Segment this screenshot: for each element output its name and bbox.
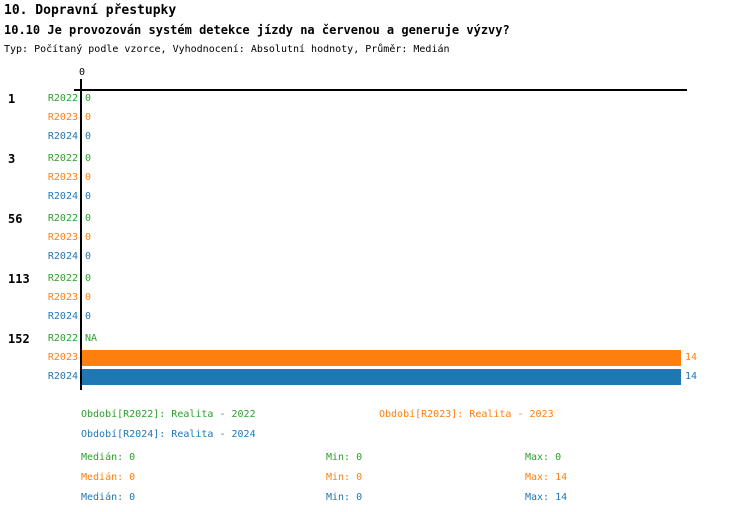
category-label: 3 [8,152,16,166]
value-label: 14 [685,371,698,382]
category-label: 152 [8,332,30,346]
series-label: R2024 [47,251,78,262]
value-bar [82,350,681,366]
category-label: 56 [8,212,23,226]
value-label: 0 [85,93,92,104]
series-label: R2023 [47,352,78,363]
value-label: NA [85,333,98,344]
series-label: R2024 [47,131,78,142]
stat-median-r2023: Medián: 0 [81,472,136,483]
stat-median-r2024: Medián: 0 [81,492,136,503]
series-label: R2022 [47,273,78,284]
series-label: R2024 [47,311,78,322]
legend-item-r2023: Období[R2023]: Realita - 2023 [379,409,554,420]
legend-item-r2024: Období[R2024]: Realita - 2024 [81,429,256,440]
value-label: 0 [85,172,92,183]
series-label: R2024 [47,191,78,202]
value-label: 0 [85,232,92,243]
stat-max-r2024: Max: 14 [525,492,568,503]
series-label: R2022 [47,153,78,164]
series-label: R2022 [47,93,78,104]
value-label: 0 [85,273,92,284]
category-label: 113 [8,272,30,286]
value-label: 0 [85,153,92,164]
series-label: R2023 [47,232,78,243]
value-label: 14 [685,352,698,363]
stat-min-r2023: Min: 0 [326,472,363,483]
series-label: R2022 [47,213,78,224]
meta-line: Typ: Počítaný podle vzorce, Vyhodnocení:… [4,44,450,55]
y-axis-line [80,79,82,390]
x-axis-tick-label: 0 [78,67,86,78]
value-label: 0 [85,131,92,142]
series-label: R2023 [47,172,78,183]
value-bar [82,369,681,385]
legend-item-r2022: Období[R2022]: Realita - 2022 [81,409,256,420]
section-title: 10. Dopravní přestupky [4,3,177,18]
value-label: 0 [85,191,92,202]
question-title: 10.10 Je provozován systém detekce jízdy… [4,23,510,37]
stat-min-r2024: Min: 0 [326,492,363,503]
value-label: 0 [85,112,92,123]
series-label: R2022 [47,333,78,344]
series-label: R2023 [47,292,78,303]
series-label: R2024 [47,371,78,382]
value-label: 0 [85,251,92,262]
x-axis-line [74,89,687,91]
category-label: 1 [8,92,16,106]
series-label: R2023 [47,112,78,123]
value-label: 0 [85,213,92,224]
stat-max-r2022: Max: 0 [525,452,562,463]
value-label: 0 [85,292,92,303]
stat-median-r2022: Medián: 0 [81,452,136,463]
stat-min-r2022: Min: 0 [326,452,363,463]
value-label: 0 [85,311,92,322]
stat-max-r2023: Max: 14 [525,472,568,483]
